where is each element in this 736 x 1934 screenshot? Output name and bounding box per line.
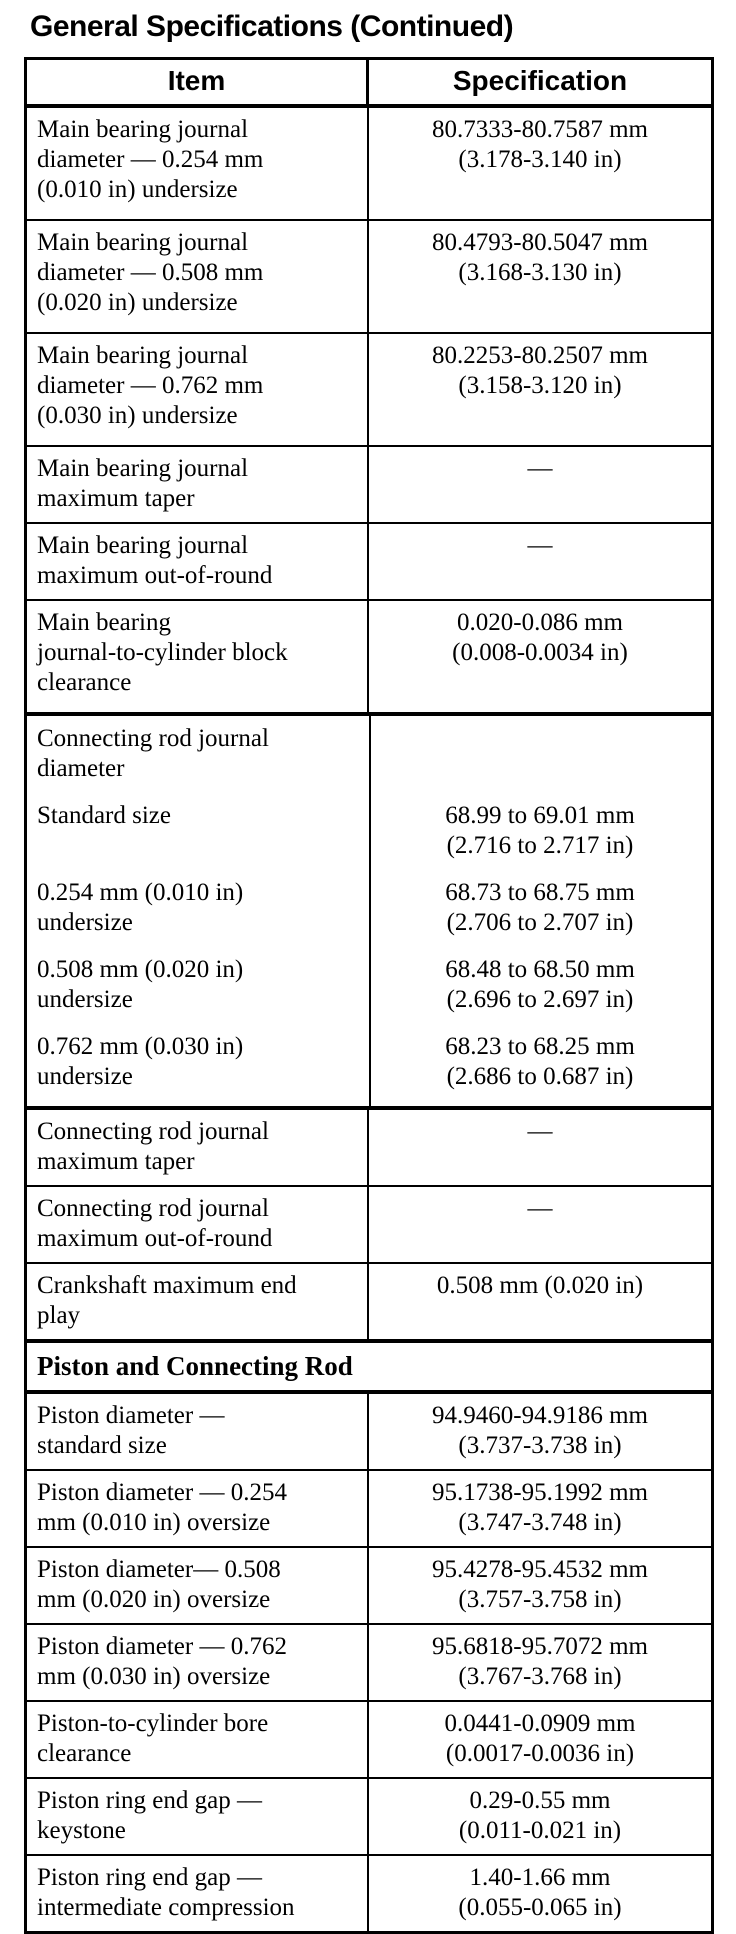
- table-row: Main bearing journal diameter — 0.762 mm…: [27, 332, 711, 445]
- table-row-group: Connecting rod journal diameter Standard …: [27, 712, 711, 1106]
- spec-cell: 95.6818-95.7072 mm (3.767-3.768 in): [432, 1633, 648, 1690]
- spec-cell: —: [527, 1195, 553, 1222]
- table-header-row: Item Specification: [27, 60, 711, 108]
- table-row: Main bearing journal maximum taper —: [27, 445, 711, 522]
- table-row: Crankshaft maximum end play 0.508 mm (0.0…: [27, 1262, 711, 1339]
- spec-cell: 95.4278-95.4532 mm (3.757-3.758 in): [432, 1556, 648, 1613]
- column-header-item: Item: [27, 60, 369, 104]
- table-body: Main bearing journal diameter — 0.254 mm…: [27, 108, 711, 1931]
- item-cell: Crankshaft maximum end play: [27, 1264, 369, 1339]
- spec-cell: 1.40-1.66 mm (0.055-0.065 in): [458, 1864, 622, 1921]
- table-row: Piston-to-cylinder bore clearance 0.0441-…: [27, 1700, 711, 1777]
- table-row: Connecting rod journal maximum out-of-ro…: [27, 1185, 711, 1262]
- table-row: Piston ring end gap — intermediate compr…: [27, 1854, 711, 1931]
- table-sub-row: 0.254 mm (0.010 in) undersize 68.73 to 68…: [27, 878, 711, 938]
- manual-page: General Specifications (Continued) Item …: [0, 10, 736, 1934]
- spec-cell: 0.29-0.55 mm (0.011-0.021 in): [458, 1787, 622, 1844]
- column-header-specification: Specification: [452, 65, 628, 96]
- spec-cell: 80.2253-80.2507 mm (3.158-3.120 in): [432, 342, 648, 399]
- item-cell: Piston diameter— 0.508 mm (0.020 in) ove…: [27, 1548, 369, 1623]
- item-cell: Piston diameter — 0.762 mm (0.030 in) ov…: [27, 1625, 369, 1700]
- spec-cell: 80.4793-80.5047 mm (3.168-3.130 in): [432, 229, 648, 286]
- item-cell: Connecting rod journal diameter: [37, 725, 269, 782]
- table-sub-row: Standard size 68.99 to 69.01 mm (2.716 to…: [27, 801, 711, 861]
- item-cell: Piston diameter — 0.254 mm (0.010 in) ov…: [27, 1471, 369, 1546]
- table-row: Piston diameter — 0.254 mm (0.010 in) ov…: [27, 1469, 711, 1546]
- item-cell: Main bearing journal diameter — 0.508 mm…: [27, 221, 369, 332]
- item-cell: Main bearing journal diameter — 0.254 mm…: [27, 108, 369, 219]
- spec-cell: 68.99 to 69.01 mm (2.716 to 2.717 in): [445, 802, 635, 859]
- table-row: Piston diameter — standard size 94.9460-9…: [27, 1390, 711, 1469]
- table-row: Connecting rod journal maximum taper —: [27, 1106, 711, 1185]
- table-sub-row: Connecting rod journal diameter: [27, 724, 711, 784]
- item-cell: Piston diameter — standard size: [27, 1394, 369, 1469]
- table-row: Piston ring end gap — keystone 0.29-0.55 …: [27, 1777, 711, 1854]
- spec-cell: —: [527, 532, 553, 559]
- spec-cell: 0.020-0.086 mm (0.008-0.0034 in): [452, 609, 628, 666]
- table-row: Piston diameter — 0.762 mm (0.030 in) ov…: [27, 1623, 711, 1700]
- item-cell: Main bearing journal-to-cylinder block c…: [27, 601, 369, 712]
- spec-cell: 68.48 to 68.50 mm (2.696 to 2.697 in): [445, 956, 635, 1013]
- section-header-row: Piston and Connecting Rod: [27, 1339, 711, 1390]
- spec-cell: —: [527, 1118, 553, 1145]
- spec-cell: 0.0441-0.0909 mm (0.0017-0.0036 in): [444, 1710, 636, 1767]
- table-row: Main bearing journal diameter — 0.508 mm…: [27, 219, 711, 332]
- item-cell: 0.508 mm (0.020 in) undersize: [37, 956, 244, 1013]
- page-title: General Specifications (Continued): [30, 10, 514, 43]
- item-cell: Connecting rod journal maximum taper: [27, 1110, 369, 1185]
- table-sub-row: 0.508 mm (0.020 in) undersize 68.48 to 68…: [27, 955, 711, 1015]
- section-title: Piston and Connecting Rod: [37, 1351, 353, 1381]
- table-row: Piston diameter— 0.508 mm (0.020 in) ove…: [27, 1546, 711, 1623]
- spec-cell: 95.1738-95.1992 mm (3.747-3.748 in): [432, 1479, 648, 1536]
- item-cell: Piston ring end gap — keystone: [27, 1779, 369, 1854]
- spec-cell: 68.73 to 68.75 mm (2.706 to 2.707 in): [445, 879, 635, 936]
- table-row: Main bearing journal diameter — 0.254 mm…: [27, 108, 711, 219]
- spec-cell: —: [527, 455, 553, 482]
- item-cell: Main bearing journal maximum taper: [27, 447, 369, 522]
- spec-cell: 68.23 to 68.25 mm (2.686 to 0.687 in): [445, 1033, 635, 1090]
- item-cell: 0.254 mm (0.010 in) undersize: [37, 879, 244, 936]
- item-cell: Connecting rod journal maximum out-of-ro…: [27, 1187, 369, 1262]
- table-row: Main bearing journal-to-cylinder block c…: [27, 599, 711, 712]
- specifications-table: Item Specification Main bearing journal …: [24, 57, 714, 1934]
- spec-cell: 0.508 mm (0.020 in): [436, 1272, 644, 1299]
- item-cell: Standard size: [37, 802, 171, 829]
- item-cell: Main bearing journal diameter — 0.762 mm…: [27, 334, 369, 445]
- spec-cell: [369, 724, 711, 784]
- item-cell: Main bearing journal maximum out-of-roun…: [27, 524, 369, 599]
- table-sub-row: 0.762 mm (0.030 in) undersize 68.23 to 68…: [27, 1032, 711, 1092]
- item-cell: Piston ring end gap — intermediate compr…: [27, 1856, 369, 1931]
- spec-cell: 80.7333-80.7587 mm (3.178-3.140 in): [432, 116, 648, 173]
- table-row: Main bearing journal maximum out-of-roun…: [27, 522, 711, 599]
- item-cell: Piston-to-cylinder bore clearance: [27, 1702, 369, 1777]
- spec-cell: 94.9460-94.9186 mm (3.737-3.738 in): [432, 1402, 648, 1459]
- item-cell: 0.762 mm (0.030 in) undersize: [37, 1033, 244, 1090]
